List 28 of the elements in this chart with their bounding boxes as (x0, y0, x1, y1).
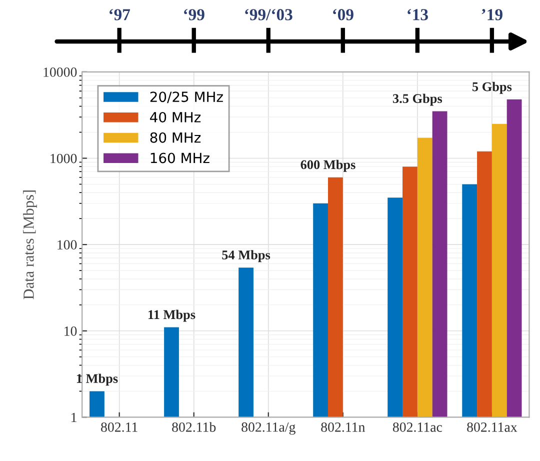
y-tick-label: 10 (64, 326, 77, 336)
y-tick-label: 10000 (44, 68, 77, 77)
legend-label: 40 MHz (150, 112, 201, 122)
text: ‘99 (184, 9, 204, 20)
legend-label: 160 MHz (150, 152, 210, 164)
annotation: 600 Mbps (300, 160, 356, 172)
text: ‘13 (408, 9, 428, 20)
y-axis-title: Data rates [Mbps] (23, 190, 37, 300)
x-tick-label: 802.11 (101, 422, 138, 432)
annotation: 54 Mbps (222, 250, 270, 262)
y-tick-label: 1000 (50, 154, 77, 164)
annotation: 1 Mbps (76, 374, 118, 386)
annotation: 11 Mbps (148, 310, 196, 322)
x-tick-label: 802.11n (321, 422, 365, 432)
annotation: 5 Gbps (472, 82, 512, 94)
x-tick-label: 802.11a/g (242, 422, 296, 435)
y-tick-label: 100 (58, 240, 77, 250)
x-tick-label: 802.11ac (392, 422, 442, 432)
annotation: 3.5 Gbps (392, 94, 442, 106)
x-tick-label: 802.11b (172, 422, 216, 432)
text: ‘09 (333, 9, 354, 20)
legend-label: 80 MHz (150, 132, 201, 143)
text: ’19 (482, 9, 502, 20)
text: ‘97 (110, 9, 130, 20)
x-tick-label: 802.11ax (467, 422, 518, 432)
text: ‘99/‘03 (245, 9, 292, 20)
legend-label: 20/25 MHz (150, 92, 223, 104)
y-tick-label: 1 (71, 412, 76, 422)
